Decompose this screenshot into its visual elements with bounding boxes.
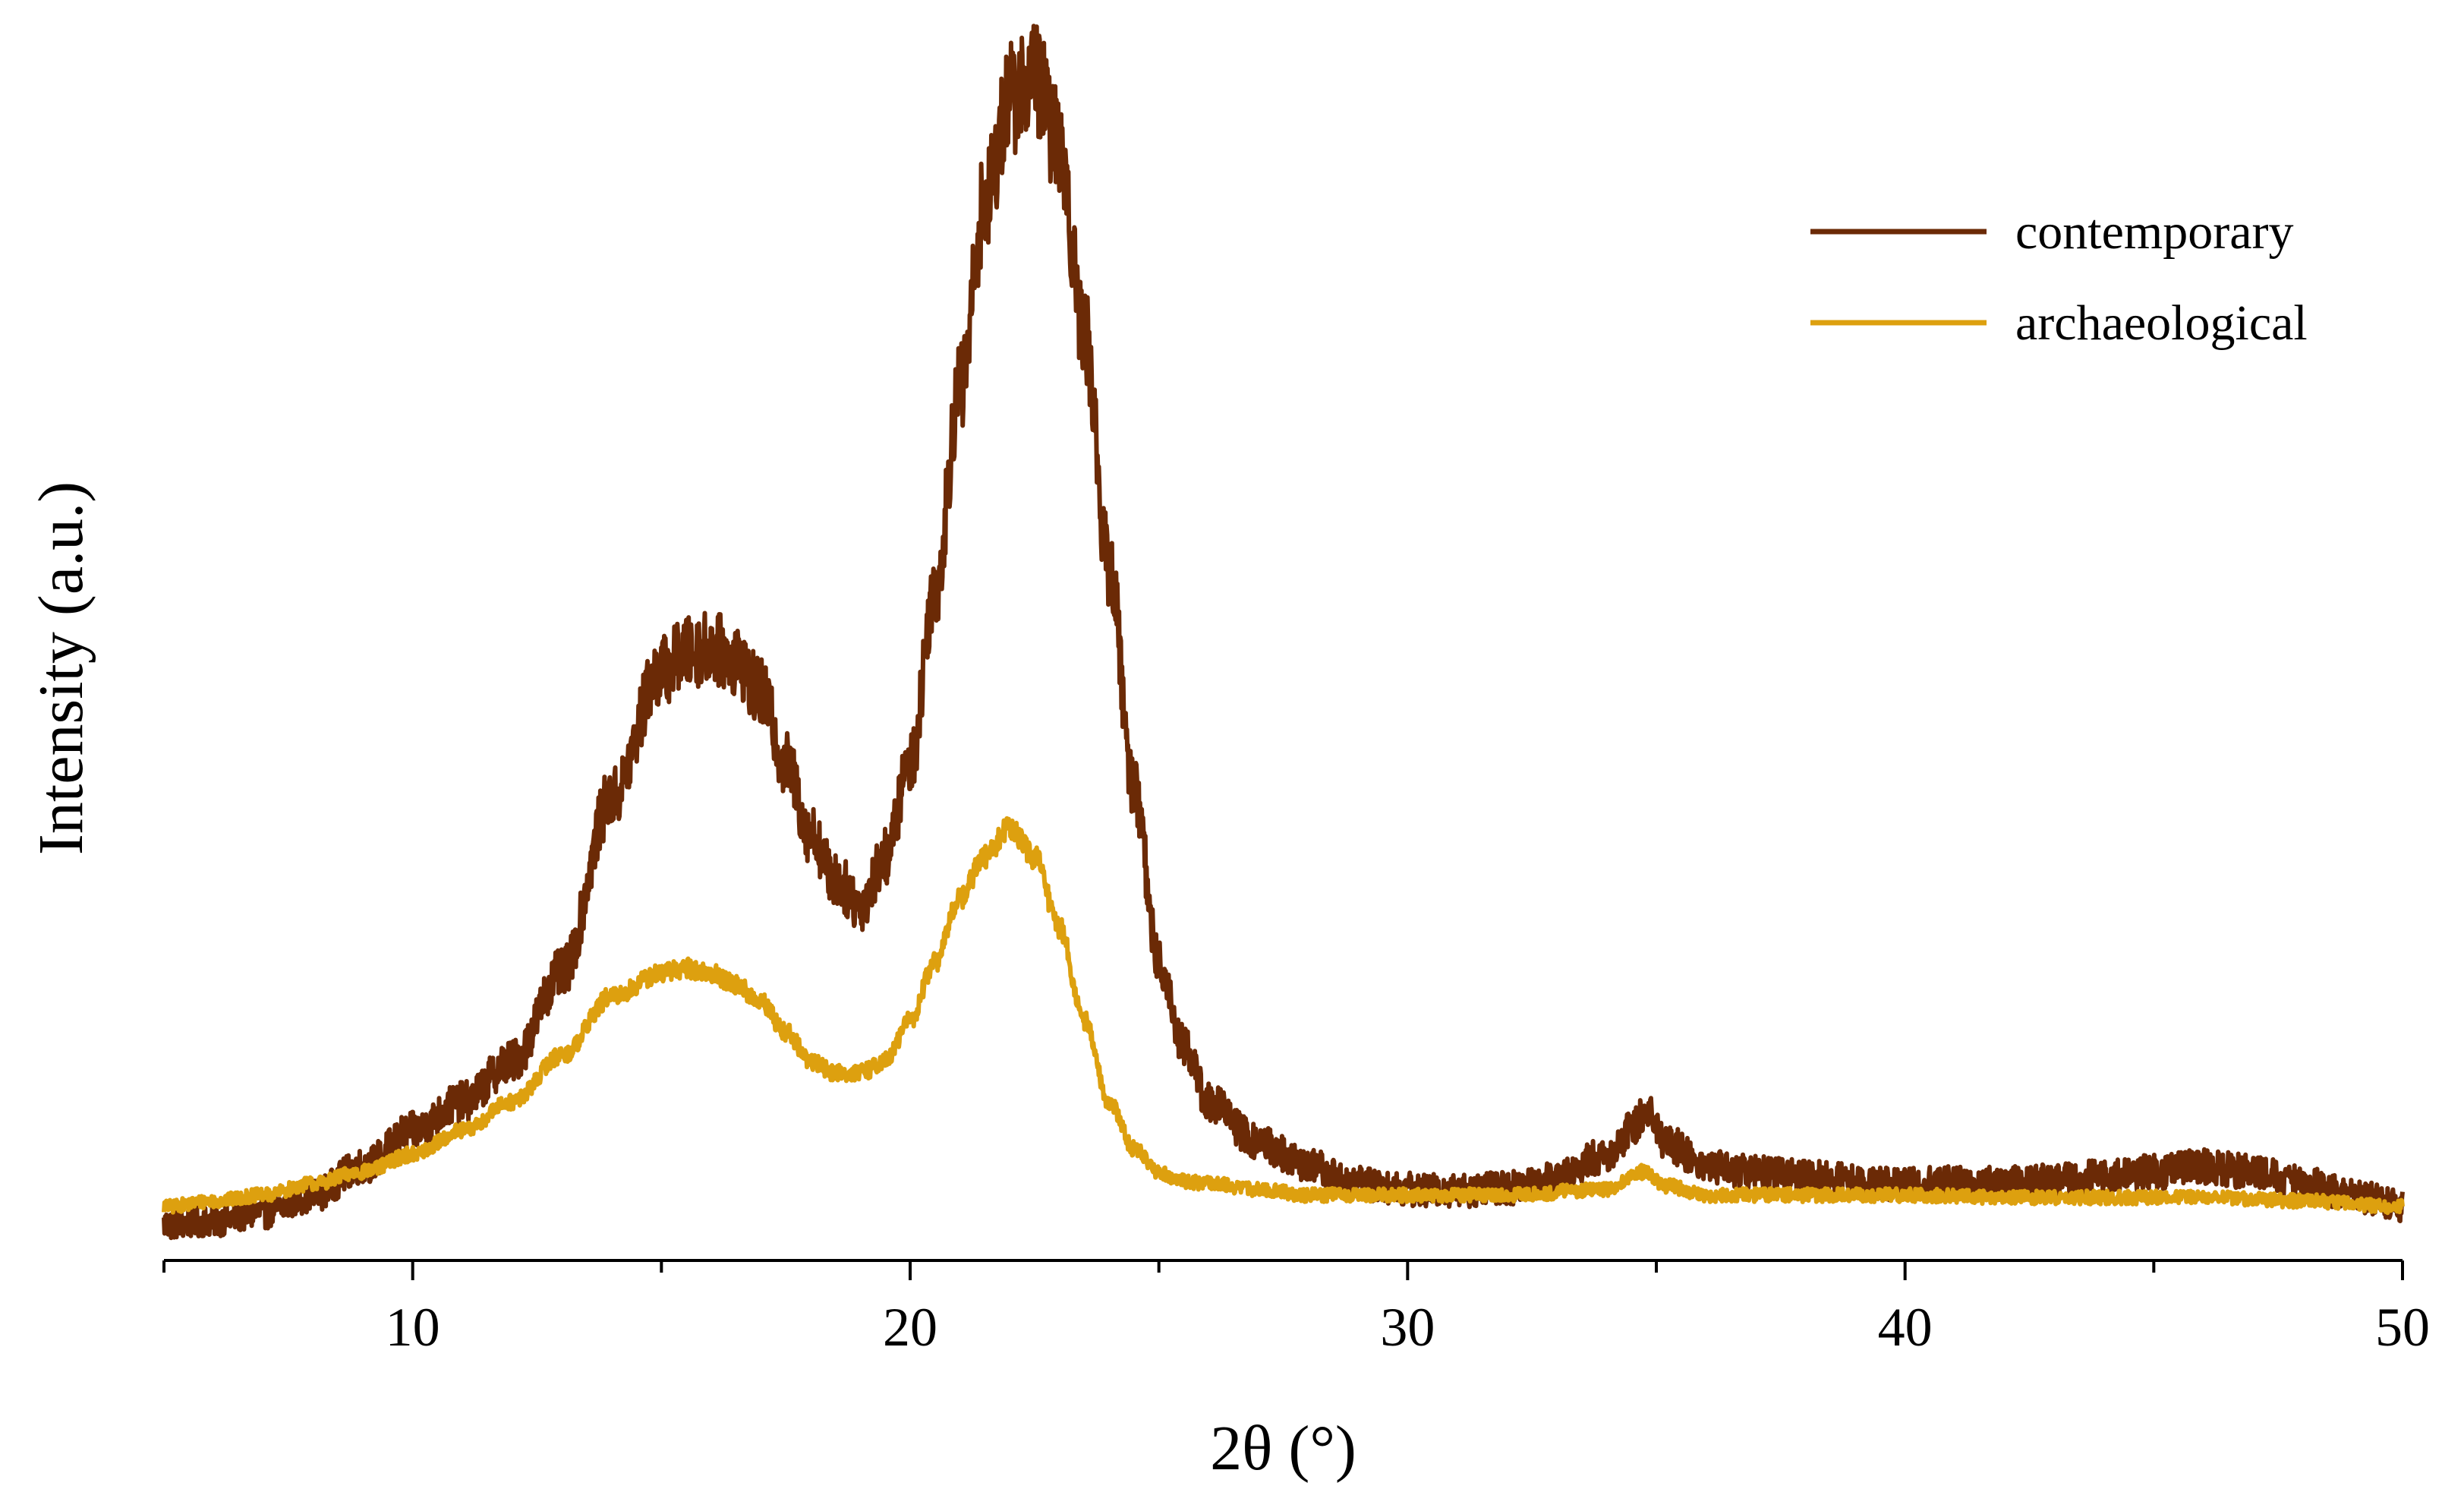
- x-tick-label: 40: [1878, 1297, 1933, 1358]
- x-tick-label: 30: [1380, 1297, 1435, 1358]
- x-axis-title: 2θ (°): [1210, 1413, 1356, 1484]
- legend-label-archaeological: archaeological: [2015, 295, 2308, 351]
- series-line-archaeological: [162, 816, 2405, 1216]
- x-tick-label: 50: [2375, 1297, 2430, 1358]
- legend-label-contemporary: contemporary: [2015, 204, 2294, 260]
- series-layer: [162, 24, 2405, 1241]
- x-tick-label: 20: [883, 1297, 937, 1358]
- y-axis-title: Intensity (a.u.): [26, 481, 96, 855]
- x-axis: 10 20 30 40 50: [162, 1259, 2430, 1358]
- legend: contemporary archaeological: [1810, 204, 2308, 351]
- x-tick-label: 10: [386, 1297, 440, 1358]
